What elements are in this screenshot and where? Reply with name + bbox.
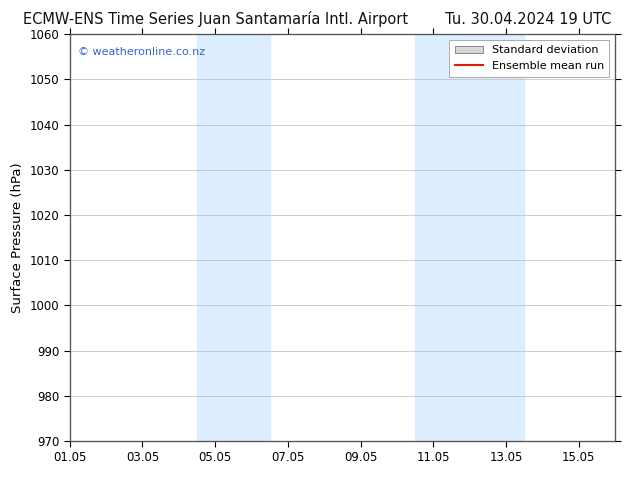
Legend: Standard deviation, Ensemble mean run: Standard deviation, Ensemble mean run <box>450 40 609 76</box>
Text: ECMW-ENS Time Series Juan Santamaría Intl. Airport        Tu. 30.04.2024 19 UTC: ECMW-ENS Time Series Juan Santamaría Int… <box>23 11 611 27</box>
Text: © weatheronline.co.nz: © weatheronline.co.nz <box>78 47 205 56</box>
Bar <box>415 34 524 441</box>
Bar <box>197 34 269 441</box>
Y-axis label: Surface Pressure (hPa): Surface Pressure (hPa) <box>11 162 24 313</box>
